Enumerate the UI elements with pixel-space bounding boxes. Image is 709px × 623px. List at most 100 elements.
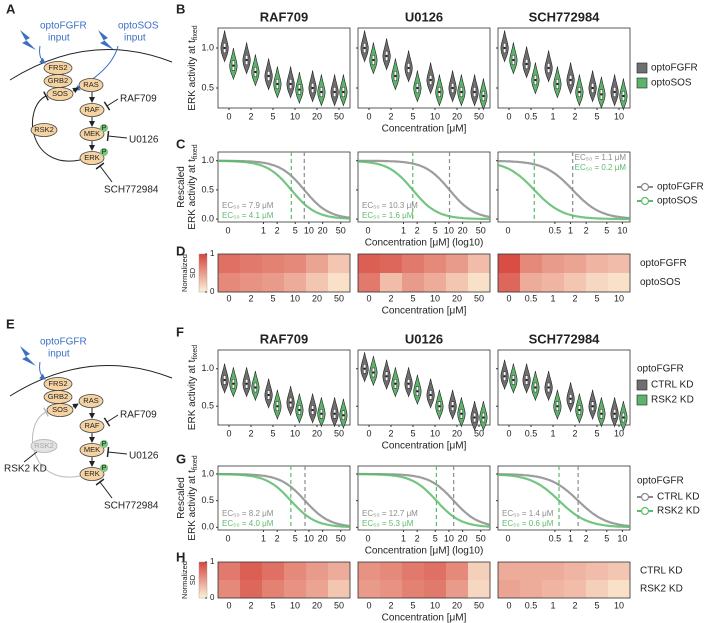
x-tick-label: 0 bbox=[226, 111, 231, 121]
heat-cell bbox=[402, 580, 425, 599]
median-dot bbox=[333, 412, 336, 415]
facet-title: SCH772984 bbox=[529, 9, 601, 24]
legend-title: optoFGFR bbox=[637, 476, 684, 487]
median-dot bbox=[245, 58, 248, 62]
y-axis-label: ERK activity at tfixed bbox=[187, 25, 199, 110]
y-axis-label-text: ERK activity at t bbox=[187, 159, 198, 230]
light-bolt bbox=[98, 30, 114, 50]
node bbox=[46, 403, 74, 417]
median-dot bbox=[245, 382, 248, 385]
median-dot bbox=[512, 58, 515, 62]
x-tick-label: 0 bbox=[366, 293, 371, 303]
median-dot bbox=[613, 90, 616, 94]
heat-cell bbox=[542, 254, 565, 274]
x-tick-label: 2 bbox=[415, 533, 420, 543]
x-tick-label: 10 bbox=[430, 600, 440, 610]
x-tick-label: 50 bbox=[334, 428, 344, 438]
x-tick-label: 20 bbox=[452, 600, 462, 610]
diagram-a: optoFGFR input optoSOS input FRS2 GRB2 S… bbox=[9, 21, 173, 196]
ec50-label: EC₅₀ = 1.4 μM bbox=[502, 509, 554, 518]
median-dot bbox=[591, 86, 594, 90]
facet-frame bbox=[217, 561, 351, 599]
panel-label: A bbox=[6, 1, 16, 16]
inhibition bbox=[106, 130, 128, 142]
x-tick-label: 20 bbox=[458, 533, 468, 543]
x-tick-label: 5 bbox=[433, 533, 438, 543]
x-axis-label: Concentration [μM] bbox=[382, 441, 467, 452]
y-tick-label: 1.0 bbox=[201, 42, 214, 52]
x-axis-label: Concentration [μM] bbox=[382, 124, 467, 135]
x-tick-label: 1 bbox=[550, 111, 555, 121]
phospho bbox=[100, 148, 108, 156]
node-label: RAS bbox=[83, 80, 98, 89]
x-tick-label: 5 bbox=[604, 533, 609, 543]
legend-label: RSK2 KD bbox=[657, 506, 700, 517]
x-tick-label: 0 bbox=[505, 533, 510, 543]
node-label: ERK bbox=[84, 469, 99, 478]
node-label: RSK2 bbox=[34, 441, 54, 450]
light-bolt bbox=[20, 346, 36, 366]
node-label: SOS bbox=[52, 405, 68, 414]
fit-curve bbox=[218, 159, 351, 220]
heat-cell bbox=[446, 580, 469, 599]
median-dot bbox=[460, 412, 463, 415]
median-dot bbox=[289, 401, 292, 404]
fit-curve bbox=[497, 163, 630, 221]
ec50-label: EC₅₀ = 1.6 μM bbox=[362, 211, 414, 220]
x-tick-label: 50 bbox=[476, 225, 486, 235]
legend-label: CTRL KD bbox=[651, 380, 693, 391]
median-dot bbox=[460, 90, 463, 94]
y-tick-label: 1.0 bbox=[201, 363, 214, 373]
x-tick-label: 2 bbox=[248, 293, 253, 303]
legend-marker bbox=[640, 182, 650, 192]
heat-cell bbox=[608, 254, 631, 274]
heat-cell bbox=[564, 580, 587, 599]
feedback bbox=[32, 407, 81, 478]
legend-label: optoSOS bbox=[657, 196, 698, 207]
median-dot bbox=[363, 367, 366, 370]
heat-cell bbox=[564, 254, 587, 274]
x-tick-label: 2 bbox=[388, 428, 393, 438]
facet-frame bbox=[497, 151, 631, 223]
heat-cell bbox=[468, 254, 491, 274]
ec50-label: EC₅₀ = 1.1 μM bbox=[575, 153, 627, 162]
x-tick-label: 20 bbox=[318, 533, 328, 543]
median-dot bbox=[534, 78, 537, 82]
median-dot bbox=[503, 46, 506, 50]
x-tick-label: 0.5 bbox=[525, 428, 538, 438]
fit-curve bbox=[358, 159, 491, 219]
y-axis-label: ERK activity at tfixed bbox=[187, 144, 199, 229]
x-tick-label: 50 bbox=[336, 533, 346, 543]
heat-cell bbox=[306, 580, 329, 599]
median-dot bbox=[333, 90, 336, 94]
median-dot bbox=[429, 78, 432, 82]
facet-frame bbox=[497, 349, 631, 426]
node-label: MEK bbox=[84, 129, 100, 138]
panel-label: H bbox=[176, 549, 185, 564]
ec50-label: EC₅₀ = 4.1 μM bbox=[222, 211, 274, 220]
phospho bbox=[100, 440, 108, 448]
input-label: input bbox=[124, 33, 146, 44]
x-tick-label: 0 bbox=[366, 600, 371, 610]
arrow bbox=[72, 403, 79, 410]
heat-cell bbox=[380, 254, 403, 274]
ec50-label: EC₅₀ = 10.3 μM bbox=[362, 201, 418, 210]
x-tick-label: 2 bbox=[275, 225, 280, 235]
heat-cell bbox=[240, 580, 263, 599]
fit-curve bbox=[217, 473, 351, 528]
colorbar-tick-label: 0 bbox=[210, 287, 215, 296]
x-tick-label: 0 bbox=[366, 428, 371, 438]
inhibitor-label: SCH772984 bbox=[104, 501, 159, 512]
x-tick-label: 20 bbox=[312, 428, 322, 438]
heat-cell bbox=[446, 273, 469, 293]
facet-frame bbox=[217, 349, 351, 426]
heat-cell bbox=[520, 580, 543, 599]
y-axis-label: ERK activity at tfixed bbox=[187, 345, 199, 430]
x-tick-label: 0.5 bbox=[525, 111, 538, 121]
x-tick-label: 20 bbox=[452, 293, 462, 303]
node-label: MEK bbox=[84, 445, 100, 454]
x-tick-label: 20 bbox=[452, 428, 462, 438]
x-tick-label: 1 bbox=[550, 428, 555, 438]
heat-cell bbox=[402, 254, 425, 274]
x-tick-label: 2 bbox=[388, 111, 393, 121]
